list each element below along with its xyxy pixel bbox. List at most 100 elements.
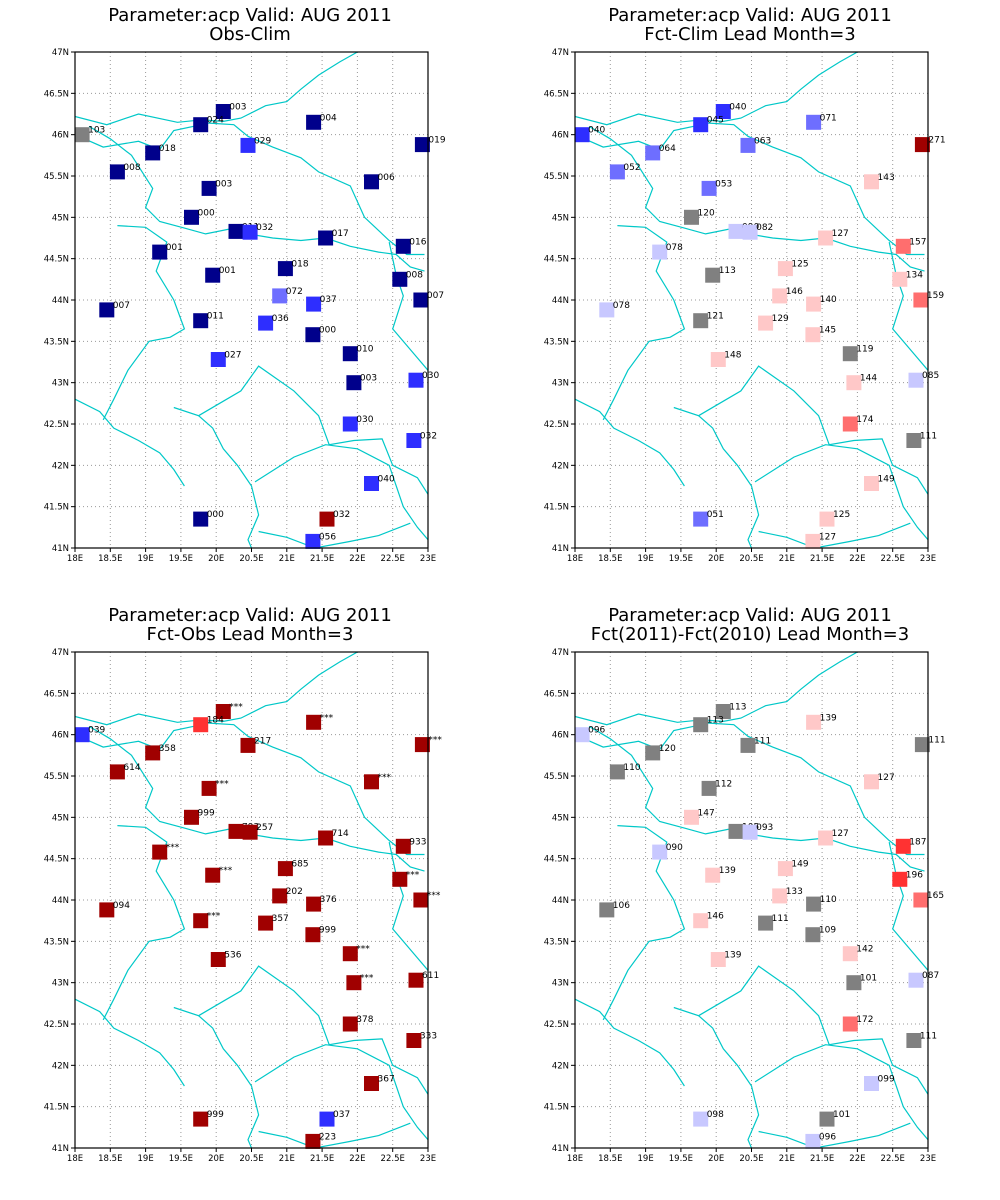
station-label: 127 [832,829,849,839]
station-label: 003 [215,179,232,189]
x-tick-label: 20.5E [739,1154,763,1164]
station-square [715,704,731,719]
x-tick-label: 21E [779,1154,795,1164]
station-label: 109 [819,926,836,936]
station-label: 110 [820,895,837,905]
station-square [74,727,90,743]
y-tick-label: 41.5N [544,1103,569,1113]
station-label: *** [219,866,233,876]
x-tick-label: 18.5E [98,554,122,564]
station-label: 018 [159,144,176,154]
station-square [740,137,756,153]
x-tick-label: 22E [349,1154,365,1164]
x-tick-label: 20.5E [239,1154,263,1164]
station-square [193,313,209,329]
x-tick-label: 23E [920,1154,936,1164]
station-square [305,927,321,943]
station-label: 072 [286,287,303,297]
station-square [193,913,209,929]
y-tick-label: 46.5N [544,89,569,99]
station-label: *** [406,870,420,880]
station-square [99,302,115,318]
station-label: *** [378,773,392,783]
station-square [342,1016,358,1032]
station-label: 113 [707,716,724,726]
station-square [215,104,231,119]
station-label: 036 [272,314,289,324]
station-label: 144 [860,374,877,384]
station-square [914,737,930,753]
station-square [913,292,929,308]
station-square [701,780,717,796]
boundary-line [258,522,411,548]
station-label: 016 [409,237,426,247]
y-tick-label: 46N [52,131,69,141]
station-square [715,104,731,119]
y-tick-label: 41N [552,1144,569,1154]
x-tick-label: 20.5E [739,554,763,564]
x-tick-label: 18E [67,554,83,564]
y-tick-label: 45N [52,213,69,223]
boundary-line [673,965,928,1095]
station-label: 111 [928,736,945,746]
boundary-line [88,725,425,872]
station-label: 129 [772,314,789,324]
boundary-line [575,398,685,487]
station-square [908,972,924,988]
station-square [693,1111,709,1127]
y-tick-label: 44N [52,896,69,906]
station-square [693,313,709,329]
axis-ticks: 18E 18.5E 19E 19.5E 20E 20.5E 21E 21.5E 22E 22.5E… [44,48,436,564]
station-square [364,1076,379,1091]
station-label: 032 [333,510,350,520]
station-square [652,844,668,860]
station-label: 257 [256,823,273,833]
station-label: 000 [198,208,215,218]
x-tick-label: 22.5E [881,554,905,564]
station-markers: 103 003 024 004 029 019 018 008 006 003 000 011 032 0… [74,103,446,549]
station-square [145,745,161,761]
station-square [201,180,217,196]
station-label: 614 [123,763,140,773]
y-tick-label: 45.5N [44,772,69,782]
boundary-line [173,365,428,495]
station-square [913,892,929,908]
station-square [684,209,699,225]
station-square [240,737,256,753]
boundary-line [754,444,928,541]
station-label: 111 [772,914,789,924]
station-square [306,114,322,130]
station-square [895,238,911,254]
y-tick-label: 43N [52,979,69,989]
station-label: 090 [666,843,683,853]
station-label: 146 [786,287,803,297]
station-square [805,927,821,943]
y-tick-label: 44N [552,296,569,306]
station-label: 098 [707,1110,724,1120]
station-label: 113 [729,703,746,713]
y-tick-label: 44.5N [44,255,69,265]
station-square [364,174,379,190]
station-square [193,117,209,133]
station-square [684,809,699,825]
station-square [892,871,908,887]
panel-obs-clim: Parameter:acp Valid: AUG 2011 Obs-Clim 103… [0,0,500,600]
station-label: 217 [254,736,271,746]
station-label: 003 [229,103,246,113]
station-label: 139 [820,713,837,723]
boundary-line [754,1044,928,1141]
station-square [184,209,199,225]
y-tick-label: 42.5N [44,420,69,430]
station-square [305,327,321,343]
station-label: 999 [198,808,215,818]
station-label: 093 [756,823,773,833]
station-label: 101 [860,974,877,984]
station-square [74,127,90,143]
axis-ticks: 18E 18.5E 19E 19.5E 20E 20.5E 21E 21.5E 22E 22.5E… [544,648,936,1164]
station-square [277,261,293,277]
station-label: 165 [927,891,944,901]
x-tick-label: 19E [638,1154,654,1164]
y-tick-label: 42N [52,461,69,471]
station-square [742,824,758,840]
y-tick-label: 45.5N [44,172,69,182]
